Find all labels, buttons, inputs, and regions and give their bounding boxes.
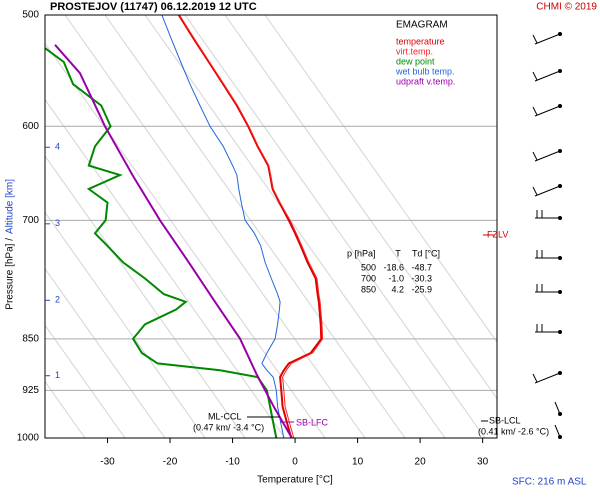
altitude-tick-label: 1 <box>55 370 60 380</box>
barb-flag <box>532 34 538 44</box>
barb-staff <box>534 33 561 45</box>
annotation: (0.41 km/ -2.6 °C) <box>478 426 549 436</box>
table-cell: -1.0 <box>388 273 404 283</box>
x-tick-label: 20 <box>415 457 427 468</box>
adiabat <box>45 324 126 438</box>
altitude-tick-label: 3 <box>55 218 60 228</box>
table-cell: 700 <box>361 273 376 283</box>
x-tick-label: -10 <box>225 457 240 468</box>
wind-barbs <box>532 32 562 439</box>
adiabat <box>264 15 497 343</box>
adiabat <box>45 98 286 438</box>
profile-line <box>177 15 323 438</box>
table-cell: -25.9 <box>411 284 432 294</box>
barb-dot <box>558 216 562 220</box>
y-axis-label: Pressure [hPa] / Altitude [km] <box>5 179 16 310</box>
y-tick-label: 1000 <box>17 433 40 444</box>
barb-dot <box>558 69 562 73</box>
legend-entry: temperature <box>396 36 445 46</box>
y-axis-label-altitude: Altitude [km] <box>5 179 16 234</box>
x-tick-label: 30 <box>477 457 489 468</box>
barb-flag <box>532 71 538 81</box>
profile-line <box>161 15 285 438</box>
annotation: SB-LCL <box>489 415 521 425</box>
table-cell: -18.6 <box>383 262 404 272</box>
barb-flag <box>532 106 538 116</box>
barb-staff <box>534 185 561 197</box>
y-tick-label: 500 <box>22 10 39 21</box>
y-tick-label: 925 <box>22 385 39 396</box>
table-cell: -48.7 <box>411 262 432 272</box>
barb-dot <box>558 412 562 416</box>
plot-frame <box>44 14 498 439</box>
barb-staff <box>534 372 561 384</box>
profile-line <box>178 15 324 438</box>
altitude-tick-label: 4 <box>55 142 60 152</box>
adiabat <box>104 15 406 438</box>
x-tick-label: 0 <box>292 457 298 468</box>
legend-entry: dew point <box>396 56 435 66</box>
barb-staff <box>534 105 561 117</box>
y-tick-label: 600 <box>22 121 39 132</box>
legend-entry: udpraft v.temp. <box>396 76 455 86</box>
adiabat <box>45 211 206 438</box>
table-cell: 4.2 <box>391 284 404 294</box>
barb-staff <box>554 424 561 438</box>
barb-dot <box>558 149 562 153</box>
barb-dot <box>558 104 562 108</box>
adiabat <box>45 267 166 438</box>
legend-title: EMAGRAM <box>396 20 448 31</box>
annotation: ML-CCL <box>208 411 242 421</box>
table-cell: 500 <box>361 262 376 272</box>
table-header: T <box>395 248 401 258</box>
altitude-tick-label: 2 <box>55 295 60 305</box>
legend-entry: virt.temp. <box>396 46 433 56</box>
table-header: Td [°C] <box>412 248 440 258</box>
fzlv-label: FZLV <box>487 229 508 239</box>
barb-dot <box>558 330 562 334</box>
barb-dot <box>558 371 562 375</box>
chart-title: PROSTEJOV (11747) 06.12.2019 12 UTC <box>50 1 257 13</box>
adiabat <box>184 15 486 438</box>
barb-dot <box>558 435 562 439</box>
y-tick-label: 850 <box>22 333 39 344</box>
table-header: p [hPa] <box>347 248 376 258</box>
y-axis-label-pressure: Pressure [hPa] / <box>5 238 16 310</box>
barb-dot <box>558 290 562 294</box>
profiles <box>45 15 324 438</box>
barb-flag <box>532 373 538 383</box>
x-tick-label: -20 <box>163 457 178 468</box>
adiabat <box>144 15 446 438</box>
x-tick-label: -30 <box>100 457 115 468</box>
adiabat <box>64 15 366 438</box>
barb-staff <box>534 150 561 162</box>
table-cell: -30.3 <box>411 273 432 283</box>
table-cell: 850 <box>361 284 376 294</box>
updraft-line <box>54 44 293 438</box>
barb-dot <box>558 184 562 188</box>
barb-staff <box>554 401 561 415</box>
legend-entry: wet bulb temp. <box>395 66 455 76</box>
profile-line <box>45 46 278 438</box>
barb-dot <box>558 256 562 260</box>
barb-flag <box>532 151 538 161</box>
footer: SFC: 216 m ASL <box>512 477 587 488</box>
adiabat <box>224 15 497 400</box>
barb-staff <box>534 70 561 82</box>
x-axis-label: Temperature [°C] <box>257 475 333 486</box>
annotation: SB-LFC <box>296 417 329 427</box>
credit: CHMI © 2019 <box>536 2 597 13</box>
x-tick-label: 10 <box>352 457 364 468</box>
annotation: (0.47 km/ -3.4 °C) <box>193 422 264 432</box>
barb-dot <box>558 32 562 36</box>
barb-flag <box>532 186 538 196</box>
y-tick-label: 700 <box>22 215 39 226</box>
